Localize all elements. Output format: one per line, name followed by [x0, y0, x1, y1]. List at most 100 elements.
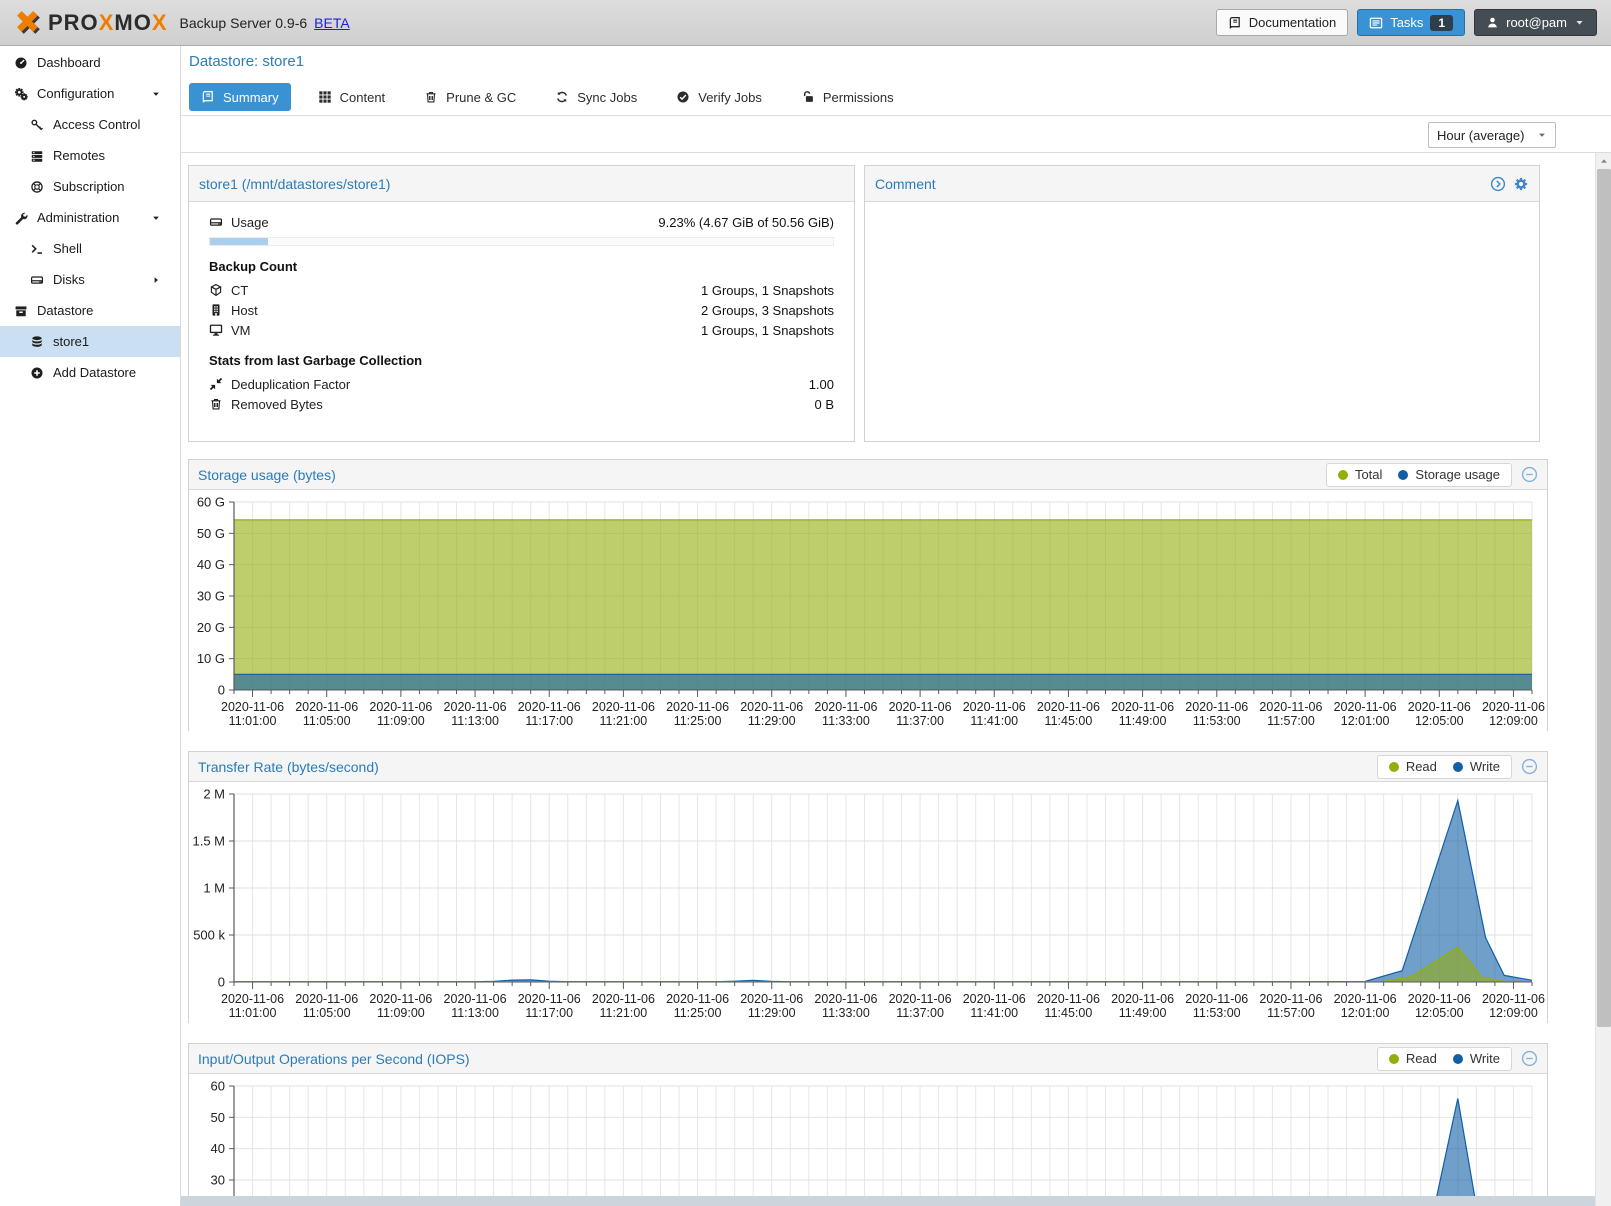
- svg-text:11:45:00: 11:45:00: [1045, 1006, 1093, 1020]
- timeframe-value: Hour (average): [1437, 128, 1537, 143]
- beta-link[interactable]: BETA: [314, 15, 350, 31]
- user-menu-button[interactable]: root@pam: [1474, 9, 1597, 36]
- transfer-rate-chart-panel: Transfer Rate (bytes/second) Read Write …: [188, 751, 1548, 1023]
- chevron-down-icon: [1574, 17, 1585, 28]
- sidebar-item-datastore[interactable]: Datastore: [0, 295, 180, 326]
- tab-label: Verify Jobs: [698, 90, 762, 105]
- tab-label: Permissions: [823, 90, 894, 105]
- svg-text:11:49:00: 11:49:00: [1119, 1006, 1167, 1020]
- sidebar-item-add-datastore[interactable]: Add Datastore: [0, 357, 180, 388]
- svg-text:2020-11-06: 2020-11-06: [221, 700, 284, 714]
- svg-text:12:01:00: 12:01:00: [1341, 1006, 1390, 1020]
- svg-text:11:53:00: 11:53:00: [1193, 714, 1241, 728]
- row-label: VM: [231, 323, 701, 338]
- sidebar-item-subscription[interactable]: Subscription: [0, 171, 180, 202]
- sidebar-item-remotes[interactable]: Remotes: [0, 140, 180, 171]
- vertical-scrollbar[interactable]: [1595, 153, 1611, 1206]
- collapse-chart-icon[interactable]: [1521, 758, 1538, 775]
- sidebar-item-label: Subscription: [53, 179, 125, 194]
- desktop-icon: [209, 323, 227, 337]
- collapse-chart-icon[interactable]: [1521, 466, 1538, 483]
- tab-verify-jobs[interactable]: Verify Jobs: [664, 83, 774, 111]
- task-list-icon: [1369, 16, 1383, 30]
- legend-dot: [1398, 470, 1408, 480]
- storage-usage-chart-panel: Storage usage (bytes) Total Storage usag…: [188, 459, 1548, 731]
- usage-progress-bar: [209, 237, 834, 246]
- vertical-scrollbar-thumb[interactable]: [1597, 169, 1611, 1027]
- book-icon: [1228, 16, 1242, 30]
- terminal-icon: [27, 242, 46, 256]
- tasks-button[interactable]: Tasks 1: [1357, 9, 1465, 36]
- svg-text:2020-11-06: 2020-11-06: [1408, 700, 1471, 714]
- tab-label: Summary: [223, 90, 279, 105]
- legend-item-read[interactable]: Read: [1389, 759, 1437, 774]
- svg-text:2020-11-06: 2020-11-06: [1037, 992, 1100, 1006]
- legend-item-read[interactable]: Read: [1389, 1051, 1437, 1066]
- horizontal-scrollbar[interactable]: [181, 1196, 1595, 1206]
- unlock-icon: [801, 90, 815, 104]
- sync-icon: [555, 90, 569, 104]
- legend-item-write[interactable]: Write: [1453, 1051, 1500, 1066]
- sidebar-item-store1[interactable]: store1: [0, 326, 180, 357]
- tab-summary[interactable]: Summary: [189, 83, 291, 111]
- legend-item-storage-usage[interactable]: Storage usage: [1398, 467, 1500, 482]
- svg-text:2020-11-06: 2020-11-06: [1482, 992, 1545, 1006]
- svg-text:11:05:00: 11:05:00: [303, 1006, 351, 1020]
- book-icon: [201, 90, 215, 104]
- usage-row: Usage 9.23% (4.67 GiB of 50.56 GiB): [209, 212, 834, 232]
- svg-text:2020-11-06: 2020-11-06: [814, 992, 877, 1006]
- documentation-button[interactable]: Documentation: [1216, 9, 1348, 36]
- tab-label: Content: [340, 90, 386, 105]
- legend-item-total[interactable]: Total: [1338, 467, 1382, 482]
- sidebar-item-disks[interactable]: Disks: [0, 264, 180, 295]
- svg-text:11:29:00: 11:29:00: [748, 714, 796, 728]
- hdd-icon: [209, 215, 227, 229]
- legend-label: Storage usage: [1415, 467, 1500, 482]
- backup-count-header: Backup Count: [209, 259, 834, 274]
- tab-label: Prune & GC: [446, 90, 516, 105]
- chart-plot: 0 10 G 20 G 30 G 40 G 50 G 60 G2020-11-0…: [189, 490, 1547, 732]
- legend-item-write[interactable]: Write: [1453, 759, 1500, 774]
- svg-text:11:17:00: 11:17:00: [525, 1006, 573, 1020]
- sidebar-item-label: Administration: [37, 210, 119, 225]
- check-circle-icon: [676, 90, 690, 104]
- chevron-down-icon[interactable]: [146, 213, 165, 223]
- tab-sync-jobs[interactable]: Sync Jobs: [543, 83, 649, 111]
- svg-text:2020-11-06: 2020-11-06: [369, 700, 432, 714]
- svg-text:2020-11-06: 2020-11-06: [1185, 992, 1248, 1006]
- svg-text:11:25:00: 11:25:00: [674, 1006, 722, 1020]
- svg-text:12:01:00: 12:01:00: [1341, 714, 1390, 728]
- sidebar: Dashboard Configuration Access Control R…: [0, 46, 181, 1206]
- sidebar-item-shell[interactable]: Shell: [0, 233, 180, 264]
- comment-panel-title: Comment: [875, 176, 936, 192]
- svg-text:2020-11-06: 2020-11-06: [1111, 700, 1174, 714]
- chevron-down-icon[interactable]: [146, 89, 165, 99]
- sidebar-item-administration[interactable]: Administration: [0, 202, 180, 233]
- page-title: Datastore: store1: [189, 53, 304, 70]
- usage-label: Usage: [231, 215, 658, 230]
- scroll-up-icon[interactable]: [1599, 156, 1609, 166]
- sidebar-item-dashboard[interactable]: Dashboard: [0, 47, 180, 78]
- comment-panel: Comment: [864, 165, 1540, 442]
- svg-text:2020-11-06: 2020-11-06: [666, 992, 729, 1006]
- svg-text:11:41:00: 11:41:00: [970, 1006, 1018, 1020]
- svg-text:1 M: 1 M: [203, 881, 225, 896]
- backup-count-row-host: Host 2 Groups, 3 Snapshots: [209, 300, 834, 320]
- sidebar-item-access-control[interactable]: Access Control: [0, 109, 180, 140]
- sidebar-item-configuration[interactable]: Configuration: [0, 78, 180, 109]
- tab-prune-gc[interactable]: Prune & GC: [412, 83, 528, 111]
- wrench-icon: [11, 211, 30, 225]
- tab-permissions[interactable]: Permissions: [789, 83, 906, 111]
- cube-icon: [209, 283, 227, 297]
- svg-text:11:41:00: 11:41:00: [970, 714, 1018, 728]
- tasks-label: Tasks: [1390, 15, 1423, 30]
- svg-text:11:09:00: 11:09:00: [377, 1006, 425, 1020]
- building-icon: [209, 303, 227, 317]
- circle-chevron-right-icon[interactable]: [1490, 176, 1506, 192]
- collapse-chart-icon[interactable]: [1521, 1050, 1538, 1067]
- svg-text:2020-11-06: 2020-11-06: [889, 700, 952, 714]
- gear-icon[interactable]: [1513, 176, 1529, 192]
- tab-content[interactable]: Content: [306, 83, 398, 111]
- chevron-right-icon[interactable]: [146, 275, 165, 285]
- timeframe-select[interactable]: Hour (average): [1428, 122, 1556, 148]
